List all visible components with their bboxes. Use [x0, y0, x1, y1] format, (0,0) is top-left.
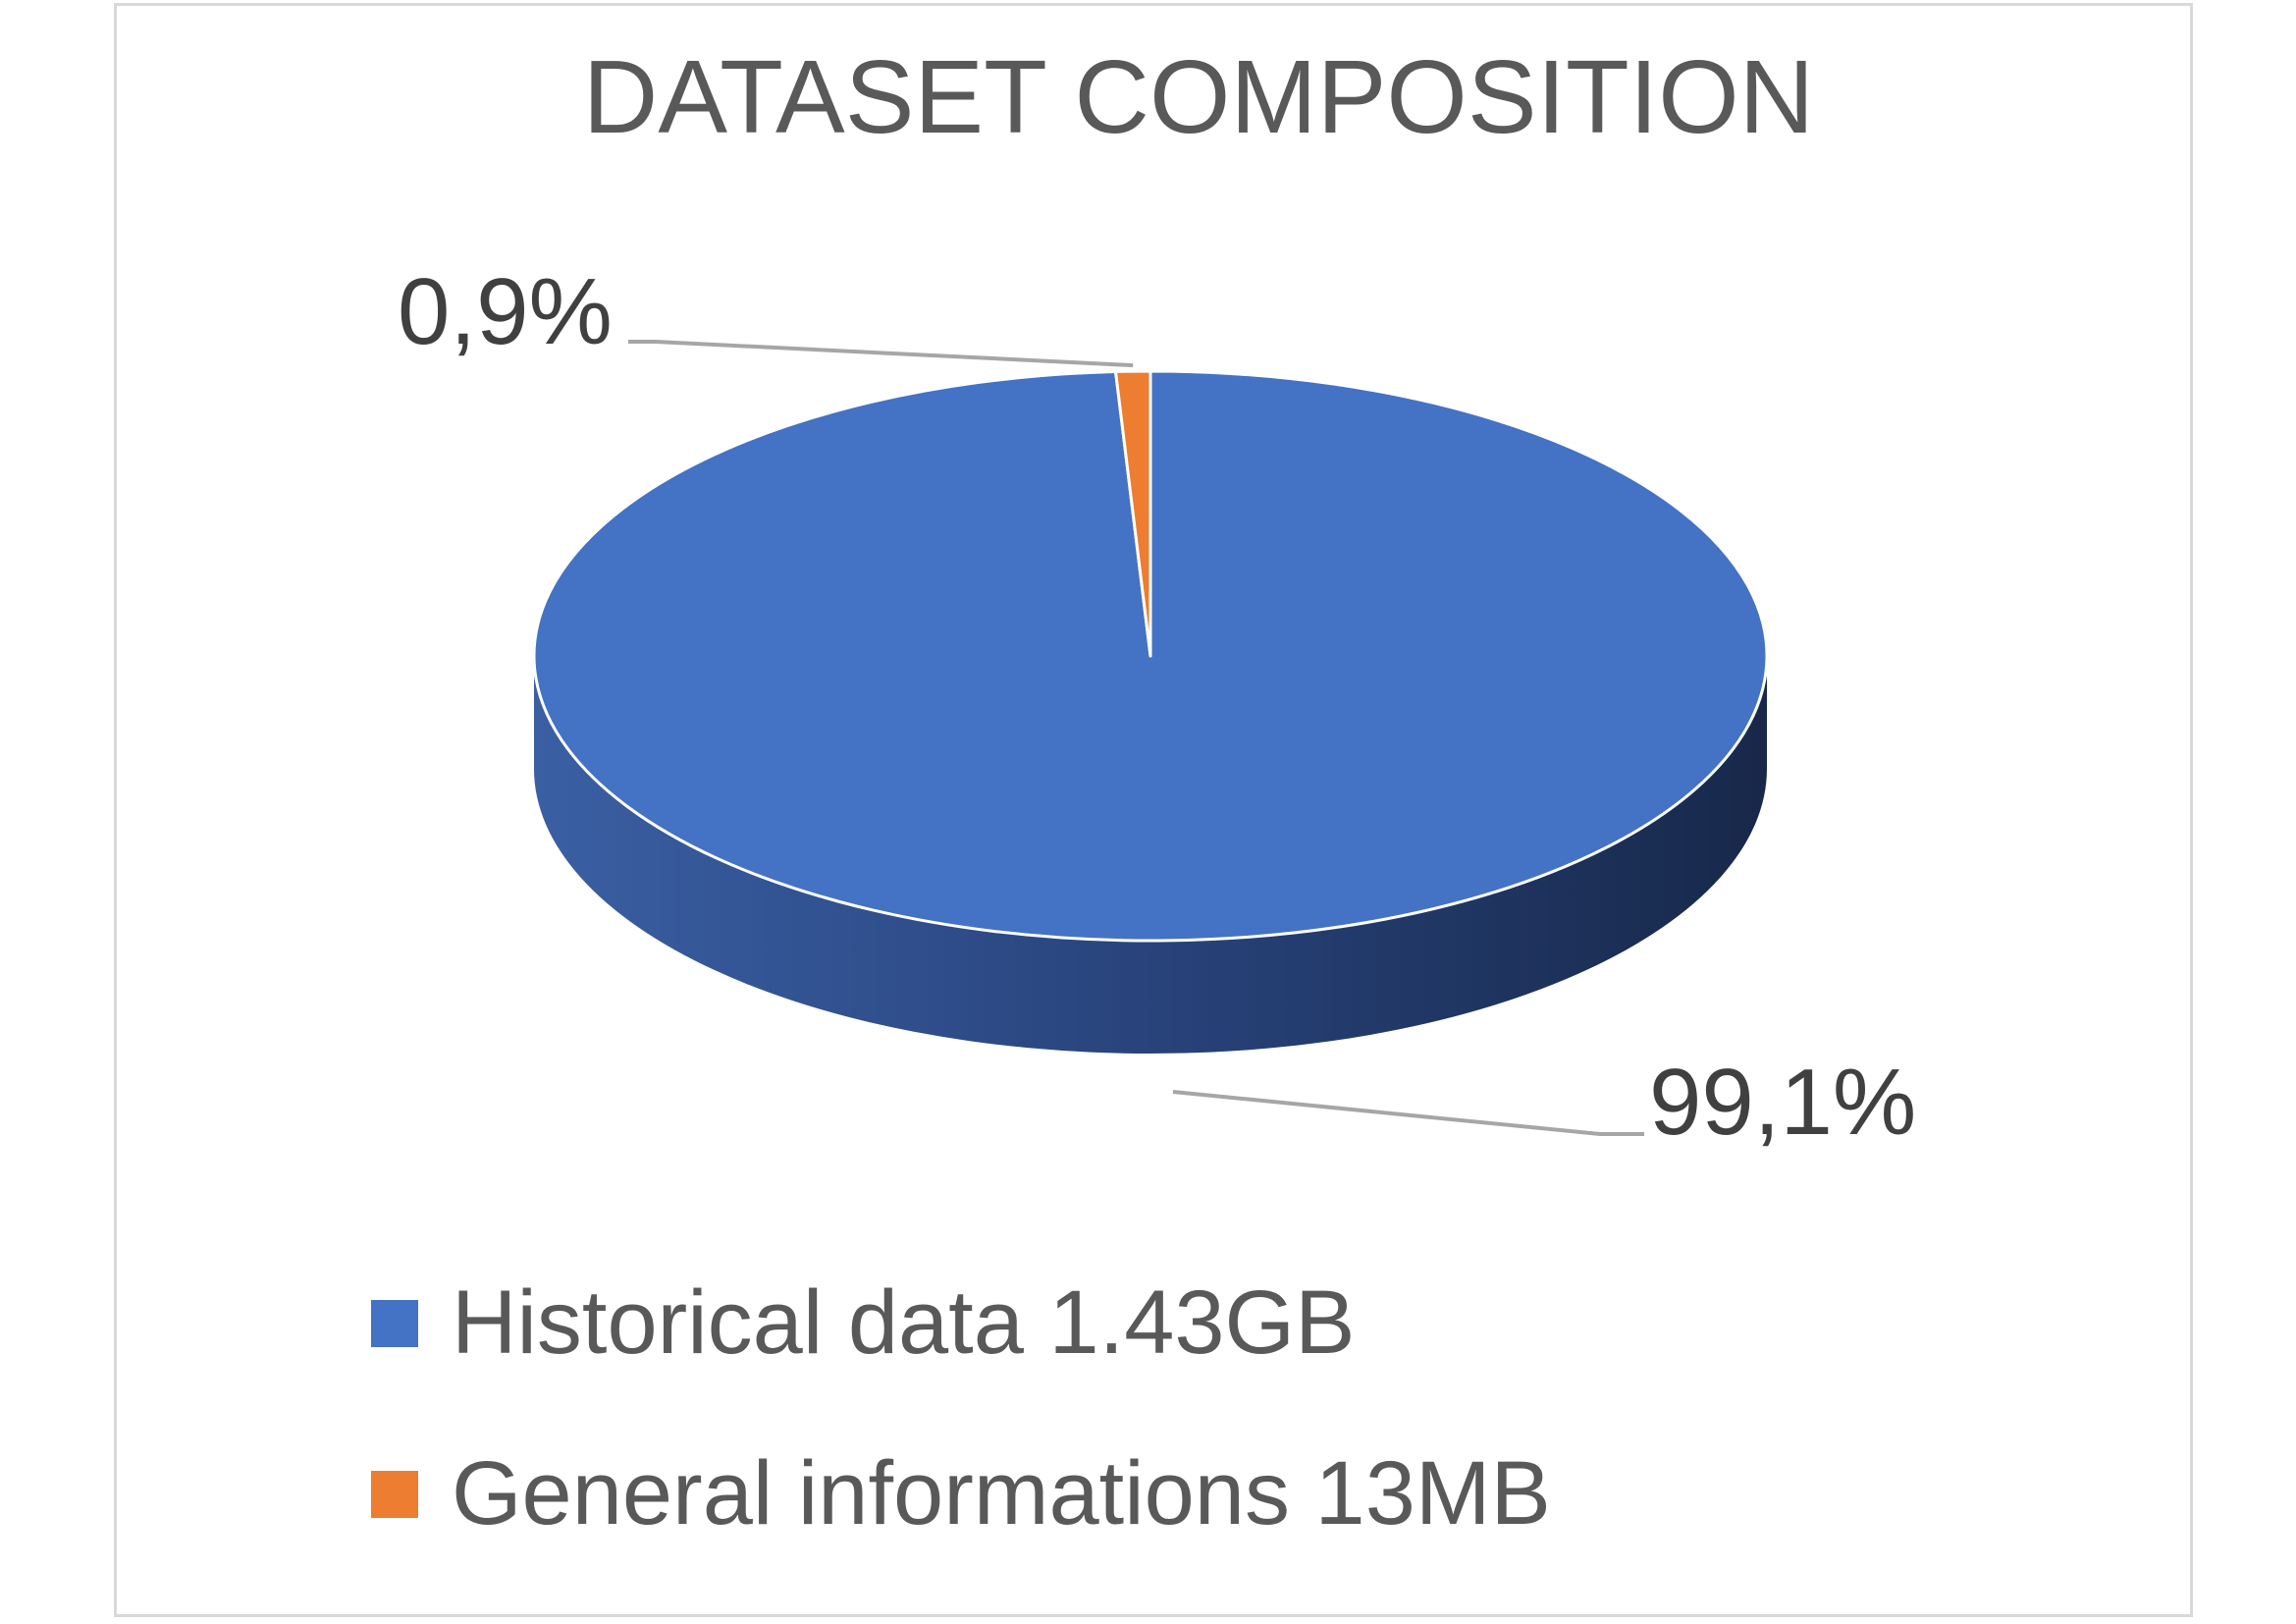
leader-line-historical-data: [1172, 1090, 1644, 1136]
pie-side-wall-historical-data: [534, 656, 1767, 1054]
data-label-general-informations: 0,9%: [398, 259, 613, 364]
legend: Historical data 1.43GB General informati…: [371, 1272, 1551, 1543]
chart-title: DATASET COMPOSITION: [583, 39, 1814, 155]
pie-slice-general-informations: [1114, 369, 1152, 658]
legend-label-historical-data: Historical data 1.43GB: [452, 1272, 1355, 1373]
pie-top: [532, 369, 1769, 943]
data-label-historical-data: 99,1%: [1649, 1050, 1916, 1155]
leader-line-general-informations: [628, 340, 1134, 368]
legend-swatch-general-informations: [371, 1471, 418, 1518]
legend-item-historical-data: Historical data 1.43GB: [371, 1272, 1355, 1373]
legend-item-general-informations: General informations 13MB: [371, 1443, 1551, 1543]
legend-label-general-informations: General informations 13MB: [452, 1443, 1551, 1543]
pie-side: [534, 656, 1767, 1054]
leader-lines: [628, 340, 1644, 1136]
legend-swatch-historical-data: [371, 1300, 418, 1347]
